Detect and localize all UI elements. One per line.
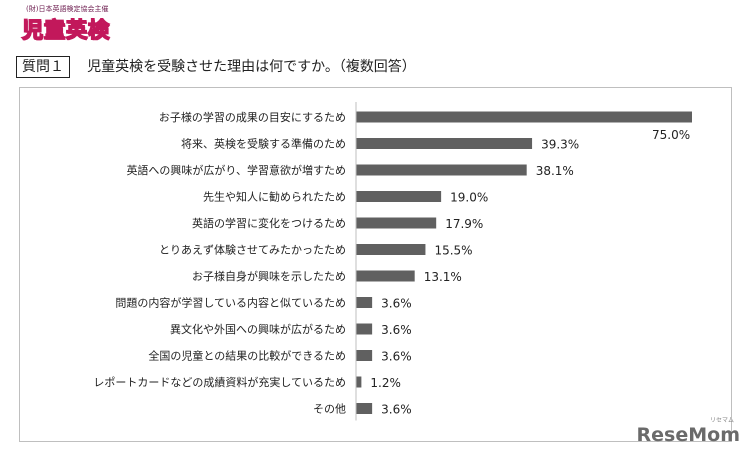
category-label: 英語への興味が広がり、学習意欲が増すため	[126, 163, 346, 177]
category-label: お子様自身が興味を示したため	[192, 269, 346, 283]
bar	[356, 217, 437, 229]
bar	[356, 270, 415, 282]
question-header: 質問１ 児童英検を受験させた理由は何ですか。（複数回答）	[16, 56, 416, 78]
value-label: 15.5%	[434, 244, 472, 258]
value-label: 75.0%	[652, 128, 690, 142]
logo-title-text: 児童英検	[21, 17, 110, 43]
category-label: お子様の学習の成果の目安にするため	[159, 110, 346, 124]
category-label: 異文化や外国への興味が広がるため	[170, 322, 346, 336]
category-label: 英語の学習に変化をつけるため	[192, 216, 346, 230]
question-text: 児童英検を受験させた理由は何ですか。（複数回答）	[87, 59, 416, 75]
bar	[356, 191, 442, 202]
value-label: 19.0%	[450, 191, 488, 205]
bar	[356, 111, 692, 123]
logo-organizer-text: (財)日本英語検定協会主催	[26, 5, 109, 13]
chart-frame: お子様の学習の成果の目安にするため 75.0% 将来、英検を受験する準備のため 39.…	[19, 87, 732, 442]
category-label: 先生や知人に勧められたため	[203, 190, 346, 204]
bar	[356, 138, 533, 149]
question-number: 質問１	[16, 56, 70, 78]
jidou-eiken-logo: (財)日本英語検定協会主催 児童英検	[14, 4, 154, 44]
category-label: レポートカードなどの成績資料が充実しているため	[93, 375, 346, 389]
category-label: その他	[313, 403, 346, 416]
bar	[356, 297, 373, 308]
bar	[356, 350, 373, 361]
value-label: 3.6%	[381, 350, 412, 364]
value-label: 13.1%	[424, 270, 462, 284]
category-label: とりあえず体験させてみたかったため	[159, 243, 346, 257]
value-label: 38.1%	[536, 164, 574, 178]
value-label: 3.6%	[381, 403, 412, 417]
value-label: 3.6%	[381, 323, 412, 337]
value-label: 39.3%	[541, 138, 579, 152]
bar	[356, 244, 426, 255]
category-label: 問題の内容が学習している内容と似ているため	[115, 296, 346, 310]
category-label: 全国の児童との結果の比較ができるため	[148, 349, 346, 363]
value-label: 1.2%	[370, 376, 401, 390]
resemom-watermark: ReseMom	[636, 424, 740, 446]
value-label: 17.9%	[445, 217, 483, 231]
bar	[356, 403, 373, 414]
bar-chart: お子様の学習の成果の目安にするため 75.0% 将来、英検を受験する準備のため 39.…	[93, 102, 692, 421]
bar	[356, 376, 362, 388]
bar	[356, 323, 373, 335]
value-label: 3.6%	[381, 297, 412, 311]
category-label: 将来、英検を受験する準備のため	[181, 137, 346, 151]
watermark-small: リセマム	[709, 417, 734, 424]
bar	[356, 164, 527, 176]
